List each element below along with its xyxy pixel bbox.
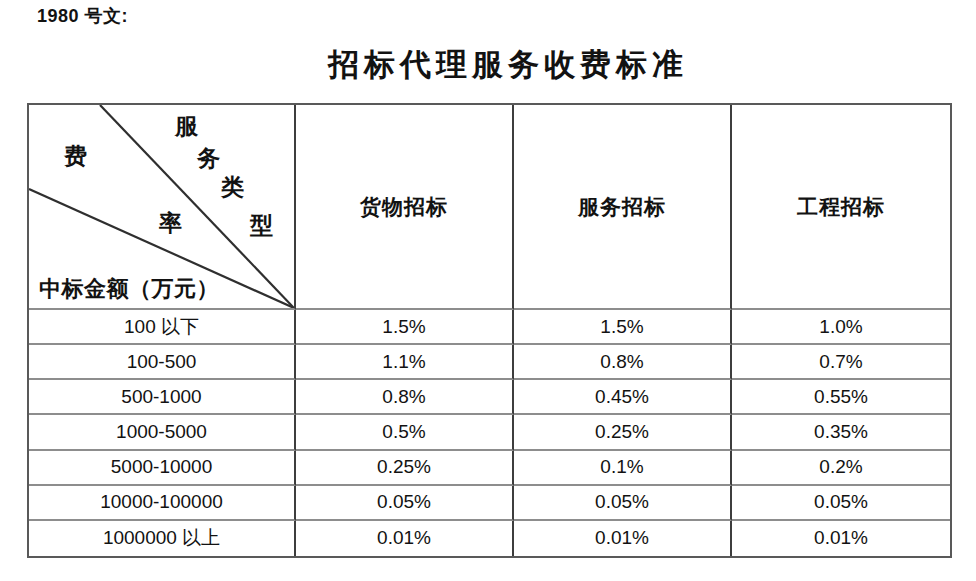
- rate-cell: 0.01%: [514, 521, 732, 556]
- row-label: 10000-100000: [29, 486, 296, 521]
- row-label: 1000-5000: [29, 415, 296, 450]
- rate-cell: 0.55%: [732, 380, 950, 415]
- table-corner-cell: 服 务 类 型 费 率 中标金额（万元）: [29, 105, 296, 310]
- corner-rate-char-1: 费: [64, 145, 87, 168]
- column-header-goods: 货物招标: [296, 105, 514, 310]
- corner-type-char-4: 型: [250, 214, 273, 237]
- fee-standard-table: 服 务 类 型 费 率 中标金额（万元） 货物招标 服务招标 工程招标 100 …: [27, 103, 952, 558]
- row-label: 500-1000: [29, 380, 296, 415]
- rate-cell: 0.01%: [732, 521, 950, 556]
- rate-cell: 0.5%: [296, 415, 514, 450]
- row-label: 5000-10000: [29, 451, 296, 486]
- rate-cell: 0.25%: [514, 415, 732, 450]
- column-header-engineering: 工程招标: [732, 105, 950, 310]
- rate-cell: 0.25%: [296, 451, 514, 486]
- row-label: 1000000 以上: [29, 521, 296, 556]
- corner-amount-label: 中标金额（万元）: [39, 278, 219, 300]
- rate-cell: 1.0%: [732, 310, 950, 345]
- rate-cell: 1.1%: [296, 345, 514, 380]
- rate-cell: 0.45%: [514, 380, 732, 415]
- corner-type-char-1: 服: [175, 115, 198, 138]
- document-page: 1980 号文: 招标代理服务收费标准 服 务 类 型 费 率 中标金额（万元）…: [0, 0, 976, 581]
- corner-rate-char-2: 率: [159, 212, 182, 235]
- rate-cell: 0.2%: [732, 451, 950, 486]
- rate-cell: 0.8%: [296, 380, 514, 415]
- rate-cell: 0.35%: [732, 415, 950, 450]
- rate-cell: 0.8%: [514, 345, 732, 380]
- row-label: 100-500: [29, 345, 296, 380]
- doc-number-label: 1980 号文:: [37, 4, 128, 28]
- rate-cell: 0.1%: [514, 451, 732, 486]
- corner-type-char-2: 务: [197, 147, 220, 170]
- rate-cell: 0.05%: [514, 486, 732, 521]
- page-title: 招标代理服务收费标准: [0, 44, 976, 86]
- corner-type-char-3: 类: [221, 176, 244, 199]
- column-header-service: 服务招标: [514, 105, 732, 310]
- rate-cell: 1.5%: [514, 310, 732, 345]
- rate-cell: 0.05%: [296, 486, 514, 521]
- rate-cell: 0.05%: [732, 486, 950, 521]
- rate-cell: 0.7%: [732, 345, 950, 380]
- rate-cell: 0.01%: [296, 521, 514, 556]
- rate-cell: 1.5%: [296, 310, 514, 345]
- row-label: 100 以下: [29, 310, 296, 345]
